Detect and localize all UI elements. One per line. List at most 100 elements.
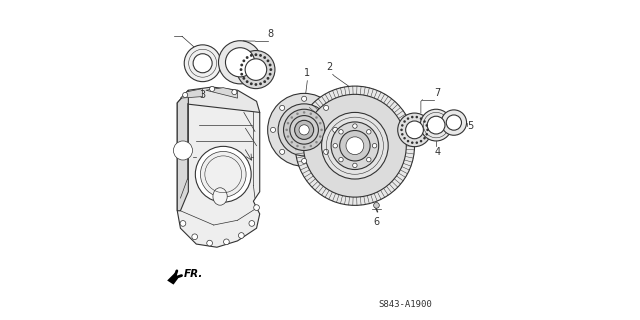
Circle shape [310, 145, 312, 147]
Circle shape [193, 54, 212, 73]
Polygon shape [206, 88, 237, 98]
Circle shape [180, 220, 186, 226]
Circle shape [367, 157, 371, 162]
Circle shape [411, 141, 413, 144]
Circle shape [266, 60, 269, 62]
Circle shape [240, 64, 243, 67]
Circle shape [321, 112, 388, 179]
Circle shape [250, 82, 253, 85]
Circle shape [415, 116, 418, 118]
Circle shape [218, 41, 262, 84]
Circle shape [291, 141, 293, 143]
Circle shape [400, 129, 403, 131]
Polygon shape [180, 89, 203, 98]
Circle shape [367, 130, 371, 134]
Circle shape [374, 203, 380, 208]
Circle shape [269, 64, 271, 67]
Ellipse shape [333, 114, 341, 146]
Circle shape [263, 56, 266, 59]
Circle shape [316, 141, 317, 143]
Circle shape [353, 163, 357, 168]
Circle shape [423, 120, 426, 123]
Circle shape [182, 92, 188, 98]
Circle shape [372, 143, 377, 148]
Circle shape [428, 116, 445, 134]
Circle shape [295, 86, 415, 205]
Circle shape [401, 124, 404, 127]
Circle shape [403, 120, 406, 123]
Text: 2: 2 [326, 62, 333, 72]
Text: S843-A1900: S843-A1900 [379, 300, 433, 309]
Circle shape [280, 105, 285, 110]
Circle shape [255, 83, 257, 86]
Circle shape [291, 116, 293, 119]
Circle shape [301, 96, 307, 101]
Circle shape [246, 56, 248, 59]
Circle shape [243, 77, 245, 80]
Circle shape [173, 141, 193, 160]
Circle shape [407, 140, 410, 142]
Circle shape [426, 124, 428, 127]
Circle shape [250, 54, 253, 57]
Polygon shape [177, 87, 260, 125]
Circle shape [411, 116, 413, 118]
Circle shape [245, 59, 267, 80]
Circle shape [246, 80, 248, 83]
Circle shape [319, 122, 321, 124]
Circle shape [192, 234, 198, 240]
Circle shape [420, 117, 422, 120]
Circle shape [420, 109, 452, 141]
Circle shape [239, 233, 244, 238]
Circle shape [324, 105, 329, 110]
Circle shape [426, 133, 428, 136]
Circle shape [240, 73, 243, 76]
Polygon shape [167, 273, 178, 284]
Text: 1: 1 [304, 68, 310, 78]
Text: FR.: FR. [184, 269, 203, 279]
Circle shape [243, 60, 245, 62]
Circle shape [353, 124, 357, 128]
Text: 8: 8 [268, 29, 274, 39]
Circle shape [269, 68, 272, 71]
Circle shape [420, 140, 422, 142]
Circle shape [441, 110, 467, 135]
Circle shape [423, 137, 426, 140]
Circle shape [280, 149, 285, 154]
Circle shape [346, 137, 364, 155]
Ellipse shape [213, 188, 227, 205]
Circle shape [269, 73, 271, 76]
Circle shape [331, 122, 379, 170]
Circle shape [319, 135, 321, 138]
Circle shape [320, 129, 323, 131]
Circle shape [184, 45, 221, 82]
Polygon shape [177, 103, 260, 247]
Circle shape [299, 125, 309, 135]
Circle shape [249, 220, 255, 226]
Circle shape [225, 48, 255, 77]
Circle shape [285, 129, 288, 131]
Text: 5: 5 [467, 121, 474, 131]
Circle shape [316, 116, 317, 119]
Circle shape [287, 122, 289, 124]
Circle shape [266, 77, 269, 80]
Circle shape [255, 53, 257, 56]
Polygon shape [177, 90, 188, 211]
Circle shape [407, 117, 410, 120]
Circle shape [415, 141, 418, 144]
Circle shape [284, 109, 324, 150]
Circle shape [403, 137, 406, 140]
Circle shape [232, 90, 237, 95]
Circle shape [339, 157, 343, 162]
Circle shape [278, 104, 330, 156]
Circle shape [223, 239, 229, 245]
Circle shape [310, 112, 312, 115]
Circle shape [303, 146, 305, 148]
Circle shape [340, 131, 370, 161]
Text: 6: 6 [373, 217, 380, 228]
Circle shape [406, 121, 424, 139]
Circle shape [210, 86, 214, 92]
Circle shape [294, 120, 314, 140]
Text: 4: 4 [435, 147, 441, 157]
Circle shape [195, 146, 251, 202]
Circle shape [200, 151, 246, 197]
